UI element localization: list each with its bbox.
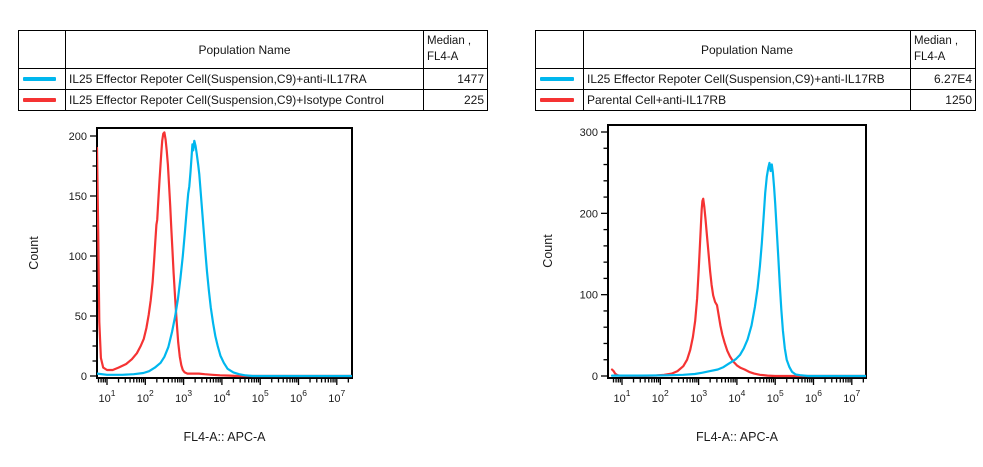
x-tick-label: 107 bbox=[328, 388, 345, 405]
y-tick-label: 100 bbox=[580, 290, 598, 302]
population-table-left: Population Name Median , FL4-A IL25 Effe… bbox=[18, 30, 488, 111]
population-table-right: Population Name Median , FL4-A IL25 Effe… bbox=[535, 30, 976, 111]
y-tick-label: 0 bbox=[592, 371, 598, 383]
median-value: 225 bbox=[423, 89, 488, 111]
table-row[interactable]: Parental Cell+anti-IL17RB 1250 bbox=[535, 89, 976, 111]
x-tick-label: 107 bbox=[843, 388, 860, 405]
y-tick-label: 200 bbox=[580, 208, 598, 220]
x-tick-label: 103 bbox=[690, 388, 707, 405]
flow-histogram-left: 101 102 103 104 105 106 107 0 50 100 150 200 Count FL… bbox=[27, 127, 353, 444]
x-axis-title: FL4-A:: APC-A bbox=[184, 430, 267, 444]
x-tick-label: 103 bbox=[175, 388, 192, 405]
x-tick-label: 101 bbox=[614, 388, 631, 405]
population-name: IL25 Effector Repoter Cell(Suspension,C9… bbox=[583, 68, 911, 90]
axis-labels: 101 102 103 104 105 106 107 0 100 200 300 bbox=[580, 127, 861, 405]
flow-histogram-right: 101 102 103 104 105 106 107 0 100 200 300 Count FL4-… bbox=[541, 124, 867, 444]
axis-ticks bbox=[601, 131, 864, 385]
histogram-curve bbox=[610, 197, 866, 378]
swatch-cell bbox=[18, 68, 66, 90]
histogram-curve bbox=[610, 161, 866, 378]
x-tick-label: 106 bbox=[290, 388, 307, 405]
plot-frame bbox=[607, 124, 867, 379]
table-row[interactable]: IL25 Effector Repoter Cell(Suspension,C9… bbox=[18, 89, 488, 111]
population-name: IL25 Effector Repoter Cell(Suspension,C9… bbox=[65, 89, 424, 111]
x-axis-title: FL4-A:: APC-A bbox=[696, 430, 779, 444]
swatch-cell bbox=[535, 89, 584, 111]
series-color-swatch bbox=[540, 77, 574, 81]
population-name-header: Population Name bbox=[583, 30, 911, 69]
plot-frame bbox=[96, 127, 353, 379]
table-row[interactable]: IL25 Effector Repoter Cell(Suspension,C9… bbox=[18, 68, 488, 90]
median-header-line2: FL4-A bbox=[427, 50, 459, 63]
median-header: Median , FL4-A bbox=[423, 30, 488, 69]
swatch-header-cell bbox=[18, 30, 66, 69]
median-header-line1: Median , bbox=[914, 34, 959, 47]
median-header-line2: FL4-A bbox=[914, 50, 946, 63]
y-tick-label: 150 bbox=[69, 191, 87, 203]
series-color-swatch bbox=[540, 98, 574, 102]
x-tick-label: 104 bbox=[213, 388, 230, 405]
y-axis-title: Count bbox=[27, 236, 41, 270]
median-header: Median , FL4-A bbox=[910, 30, 976, 69]
x-tick-label: 104 bbox=[728, 388, 745, 405]
x-tick-label: 105 bbox=[767, 388, 784, 405]
median-value: 1250 bbox=[910, 89, 976, 111]
swatch-header-cell bbox=[535, 30, 584, 69]
x-tick-label: 105 bbox=[252, 388, 269, 405]
y-tick-label: 200 bbox=[69, 131, 87, 143]
y-tick-label: 50 bbox=[75, 311, 87, 323]
histogram-curve bbox=[97, 131, 352, 378]
y-axis-title: Count bbox=[541, 234, 555, 268]
population-name: IL25 Effector Repoter Cell(Suspension,C9… bbox=[65, 68, 424, 90]
y-tick-label: 0 bbox=[81, 371, 87, 383]
x-tick-label: 102 bbox=[652, 388, 669, 405]
y-tick-label: 100 bbox=[69, 251, 87, 263]
x-tick-label: 101 bbox=[99, 388, 116, 405]
x-tick-label: 106 bbox=[805, 388, 822, 405]
series-color-swatch bbox=[23, 77, 56, 81]
series-color-swatch bbox=[23, 98, 56, 102]
histogram-curve bbox=[97, 139, 352, 378]
x-tick-label: 102 bbox=[137, 388, 154, 405]
table-header-row: Population Name Median , FL4-A bbox=[535, 30, 976, 69]
population-name: Parental Cell+anti-IL17RB bbox=[583, 89, 911, 111]
axis-ticks bbox=[90, 135, 349, 385]
median-header-line1: Median , bbox=[427, 34, 472, 47]
y-tick-label: 300 bbox=[580, 127, 598, 139]
